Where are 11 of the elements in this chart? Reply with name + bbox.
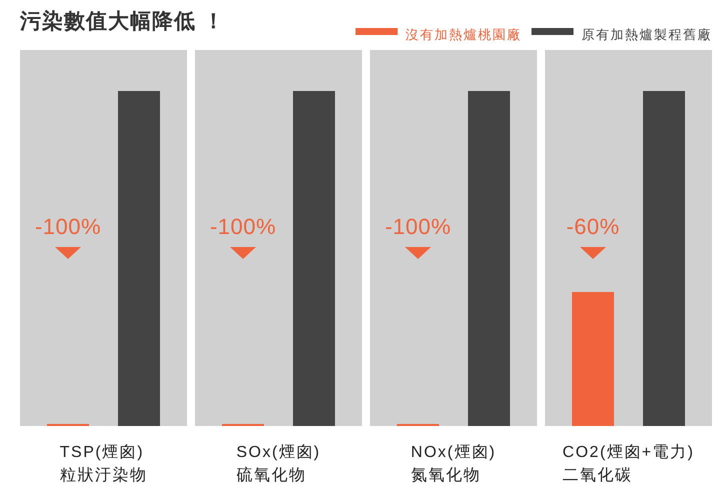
x-tick-label: SOx(煙囪) 硫氧化物: [236, 444, 321, 484]
x-tick-label: TSP(煙囪) 粒狀汙染物: [60, 444, 148, 484]
chart-title: 污染數值大幅降低 ！: [19, 9, 225, 33]
x-tick-label: NOx(煙囪) 氮氧化物: [410, 444, 496, 484]
annotation: -100%: [210, 214, 276, 239]
annotation: -100%: [34, 214, 102, 239]
legend-label: 原有加熱爐製程舊廠: [582, 27, 712, 42]
annotation: -60%: [566, 214, 620, 239]
x-tick-label: CO2(煙囪+電力) 二氧化碳: [562, 443, 694, 484]
legend-label: 沒有加熱爐桃園廠: [406, 27, 522, 42]
annotation: -100%: [384, 214, 452, 239]
